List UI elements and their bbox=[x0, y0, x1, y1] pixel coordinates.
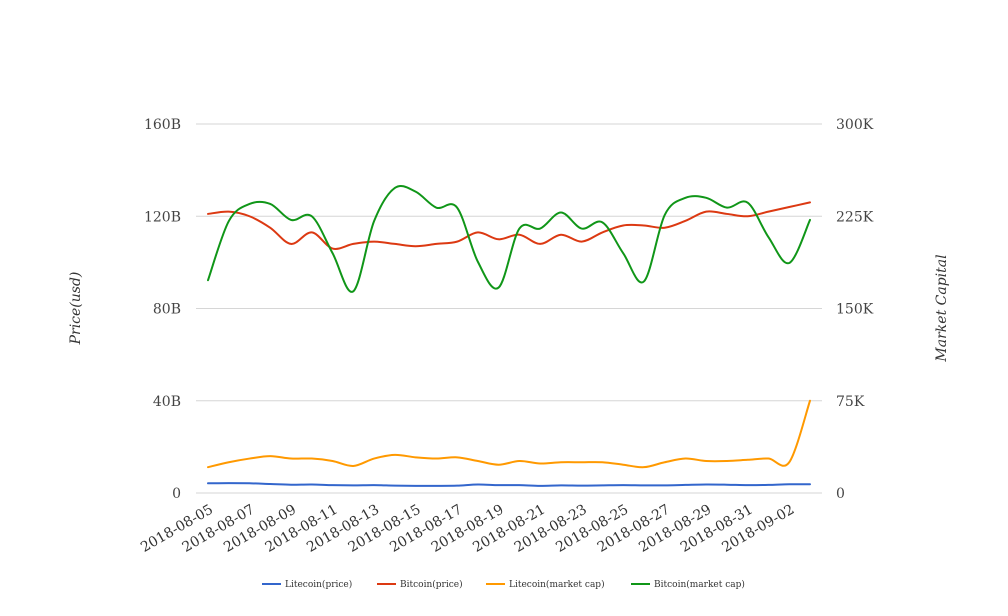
right-tick-label: 75K bbox=[836, 394, 865, 410]
legend-label-litecoin-market-cap: Litecoin(market cap) bbox=[509, 579, 605, 590]
legend-label-bitcoin-market-cap: Bitcoin(market cap) bbox=[654, 579, 745, 590]
left-tick-label: 120B bbox=[144, 209, 181, 225]
right-axis-title: Market Capital bbox=[934, 254, 950, 362]
legend-label-bitcoin-price: Bitcoin(price) bbox=[400, 579, 463, 590]
series-line-bitcoin-market-cap bbox=[207, 185, 811, 293]
left-tick-label: 0 bbox=[172, 486, 181, 502]
right-y-axis-ticks: 0 75K 150K 225K 300K bbox=[836, 117, 874, 502]
right-tick-label: 225K bbox=[836, 209, 874, 225]
series-line-bitcoin-price bbox=[207, 201, 811, 250]
left-tick-label: 80B bbox=[153, 302, 181, 318]
legend: Litecoin(price) Bitcoin(price) Litecoin(ma… bbox=[262, 579, 745, 590]
grid-lines bbox=[196, 123, 822, 494]
left-y-axis-ticks: 0 40B 80B 120B 160B bbox=[144, 117, 181, 502]
right-tick-label: 150K bbox=[836, 302, 874, 318]
series-line-litecoin-price bbox=[207, 482, 811, 487]
series-line-litecoin-market-cap bbox=[207, 399, 811, 469]
right-tick-label: 0 bbox=[836, 486, 845, 502]
legend-label-litecoin-price: Litecoin(price) bbox=[285, 579, 352, 590]
left-axis-title: Price(usd) bbox=[68, 272, 84, 346]
x-axis-ticks: 2018-08-052018-08-072018-08-092018-08-11… bbox=[138, 502, 797, 556]
left-tick-label: 40B bbox=[153, 394, 181, 410]
series-lines bbox=[207, 185, 811, 487]
right-tick-label: 300K bbox=[836, 117, 874, 133]
left-tick-label: 160B bbox=[144, 117, 181, 133]
